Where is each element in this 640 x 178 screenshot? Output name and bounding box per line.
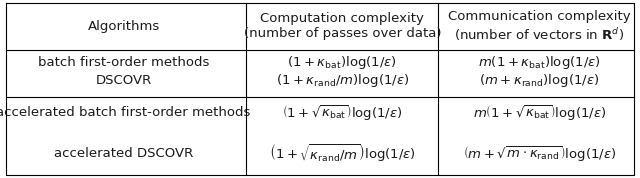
Text: $m\left(1 + \sqrt{\kappa_{\mathrm{bat}}}\right) \log(1/\epsilon)$: $m\left(1 + \sqrt{\kappa_{\mathrm{bat}}}… bbox=[473, 103, 606, 122]
Text: Algorithms: Algorithms bbox=[88, 20, 159, 33]
Text: $m(1 + \kappa_{\mathrm{bat}}) \log(1/\epsilon)$: $m(1 + \kappa_{\mathrm{bat}}) \log(1/\ep… bbox=[478, 54, 601, 71]
Text: $\left(m + \sqrt{m \cdot \kappa_{\mathrm{rand}}}\right) \log(1/\epsilon)$: $\left(m + \sqrt{m \cdot \kappa_{\mathrm… bbox=[463, 144, 616, 163]
Text: $(1 + \kappa_{\mathrm{rand}}/m) \log(1/\epsilon)$: $(1 + \kappa_{\mathrm{rand}}/m) \log(1/\… bbox=[276, 72, 409, 89]
Text: $(m + \kappa_{\mathrm{rand}}) \log(1/\epsilon)$: $(m + \kappa_{\mathrm{rand}}) \log(1/\ep… bbox=[479, 72, 600, 89]
Text: batch first-order methods: batch first-order methods bbox=[38, 56, 209, 69]
Text: accelerated batch first-order methods: accelerated batch first-order methods bbox=[0, 106, 251, 119]
Text: $\left(1 + \sqrt{\kappa_{\mathrm{rand}}/m}\right) \log(1/\epsilon)$: $\left(1 + \sqrt{\kappa_{\mathrm{rand}}/… bbox=[269, 142, 416, 164]
Text: Communication complexity
(number of vectors in $\mathbf{R}^d$): Communication complexity (number of vect… bbox=[448, 10, 631, 43]
Text: $(1 + \kappa_{\mathrm{bat}}) \log(1/\epsilon)$: $(1 + \kappa_{\mathrm{bat}}) \log(1/\eps… bbox=[287, 54, 397, 71]
Text: accelerated DSCOVR: accelerated DSCOVR bbox=[54, 147, 193, 160]
Text: Computation complexity
(number of passes over data): Computation complexity (number of passes… bbox=[244, 12, 441, 40]
Text: $\left(1 + \sqrt{\kappa_{\mathrm{bat}}}\right) \log(1/\epsilon)$: $\left(1 + \sqrt{\kappa_{\mathrm{bat}}}\… bbox=[282, 103, 403, 122]
Text: DSCOVR: DSCOVR bbox=[95, 74, 152, 87]
